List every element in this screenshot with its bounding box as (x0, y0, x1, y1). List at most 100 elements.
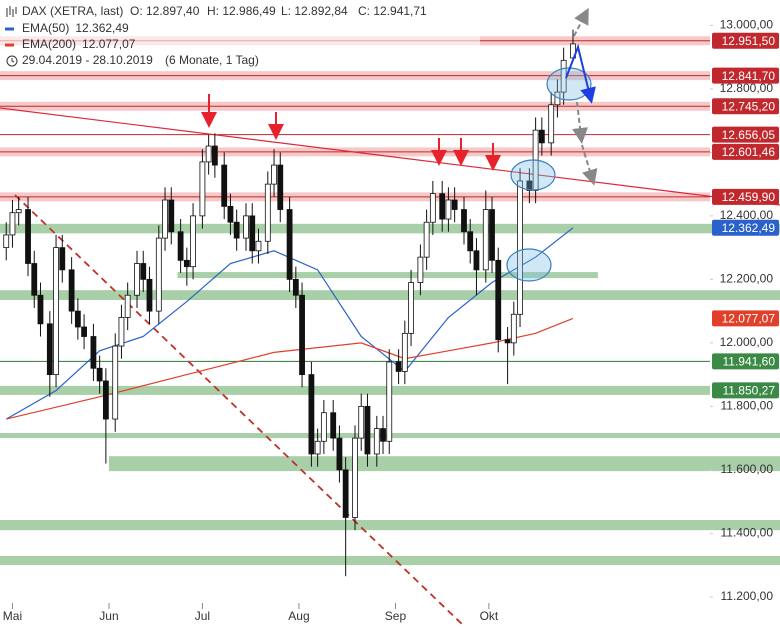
y-tick-label: 12.400,00 (720, 208, 774, 222)
price-tag-label: 12.745,20 (722, 99, 776, 113)
price-tag (712, 143, 779, 160)
legend-bg (0, 0, 480, 70)
y-tick-label: 13.000,00 (720, 18, 774, 32)
candle-body (380, 428, 386, 442)
candle-body (168, 199, 175, 233)
legend-name: EMA(200) (22, 37, 76, 51)
zone (0, 520, 780, 531)
candle-body (526, 180, 533, 191)
y-tick-label: 11.200,00 (721, 589, 774, 603)
candle-body (364, 405, 371, 455)
candle-body (352, 437, 358, 518)
circle (510, 159, 556, 191)
candle-body (264, 183, 271, 242)
candle-body (336, 437, 343, 471)
price-tag-label: 12.841,70 (722, 69, 776, 83)
price-tags: 12.951,50 12.841,70 12.745,20 12.656,05 12.6… (712, 32, 779, 399)
candle-body (482, 209, 489, 271)
candle-body (417, 256, 424, 283)
zone (177, 272, 598, 279)
candle-body (386, 361, 393, 442)
trend-line (0, 107, 780, 206)
candle-body (467, 231, 474, 252)
price-tag (712, 126, 779, 143)
candle-body (548, 104, 555, 144)
candle-body (401, 332, 408, 372)
candle-body (504, 339, 511, 344)
candle-body (320, 412, 327, 442)
candle-body (3, 234, 10, 249)
price-tag-label: 12.601,46 (722, 145, 776, 159)
candle-body (68, 269, 75, 312)
candle-body (429, 193, 436, 223)
candle-body (271, 164, 277, 185)
price-tag-label: 11.941,60 (723, 355, 776, 369)
y-tick-label: 11.800,00 (721, 399, 774, 413)
candle-body (199, 161, 206, 217)
candle-body (255, 240, 262, 252)
candle-body (439, 193, 446, 220)
candle-body (177, 231, 184, 261)
candle-body (314, 440, 321, 455)
candle-body (277, 164, 284, 210)
ema-line (5, 227, 574, 420)
price-tag-label: 12.077,07 (722, 312, 776, 326)
candle-body (74, 310, 81, 328)
period: 29.04.2019 - 28.10.2019 (22, 53, 153, 67)
candle-body (461, 209, 467, 233)
candle-body (233, 221, 240, 239)
candle-body (308, 374, 315, 455)
chart-icon (6, 6, 17, 17)
legend-value: 12.362,49 (75, 21, 129, 35)
candle-body (31, 263, 38, 296)
candle-body (46, 323, 53, 376)
candle-body (408, 282, 414, 334)
candle-body (451, 199, 458, 210)
x-tick-label: Okt (480, 609, 499, 623)
candle-body (90, 336, 97, 369)
candle-body (124, 294, 131, 318)
zone (108, 456, 780, 472)
instrument: DAX (XETRA, last) (22, 4, 123, 18)
candle-body (53, 247, 59, 376)
y-tick-label: 12.800,00 (720, 81, 774, 95)
trend-line-dashed (14, 194, 466, 627)
candle-body (538, 129, 545, 144)
candle-body (15, 209, 22, 214)
candle-body (286, 209, 293, 280)
candle-body (489, 209, 495, 261)
ohlc-low: L: 12.892,84 (281, 4, 348, 18)
candle-body (162, 199, 168, 239)
price-tag (712, 67, 779, 84)
price-tag (712, 188, 779, 205)
legend: DAX (XETRA, last) O: 12.897,40 H: 12.986… (0, 0, 480, 70)
candle-body (342, 469, 349, 518)
zone (0, 223, 780, 234)
zone (0, 555, 780, 566)
price-tag (712, 32, 779, 49)
candle-body (330, 412, 337, 439)
zones (0, 36, 780, 566)
candle-body (140, 263, 147, 280)
candle-body (243, 215, 249, 239)
candle-body (373, 428, 380, 455)
candle-body (221, 164, 228, 207)
candle-body (118, 317, 125, 347)
candle-body (495, 259, 502, 341)
ohlc-close: C: 12.941,71 (358, 4, 427, 18)
y-tick-label: 12.200,00 (720, 272, 774, 286)
y-tick-label: 12.000,00 (720, 335, 774, 349)
candle-body (423, 221, 430, 258)
arrow (572, 101, 589, 144)
candle-body (292, 278, 299, 296)
ohlc-open: O: 12.897,40 (130, 4, 200, 18)
candles (3, 29, 576, 577)
zone (0, 290, 780, 301)
candle-body (25, 209, 31, 264)
y-tick-label: 11.600,00 (721, 462, 774, 476)
price-tag (712, 382, 779, 399)
candle-body (227, 205, 234, 223)
candle-body (183, 259, 190, 268)
clock-hand (11, 58, 15, 63)
